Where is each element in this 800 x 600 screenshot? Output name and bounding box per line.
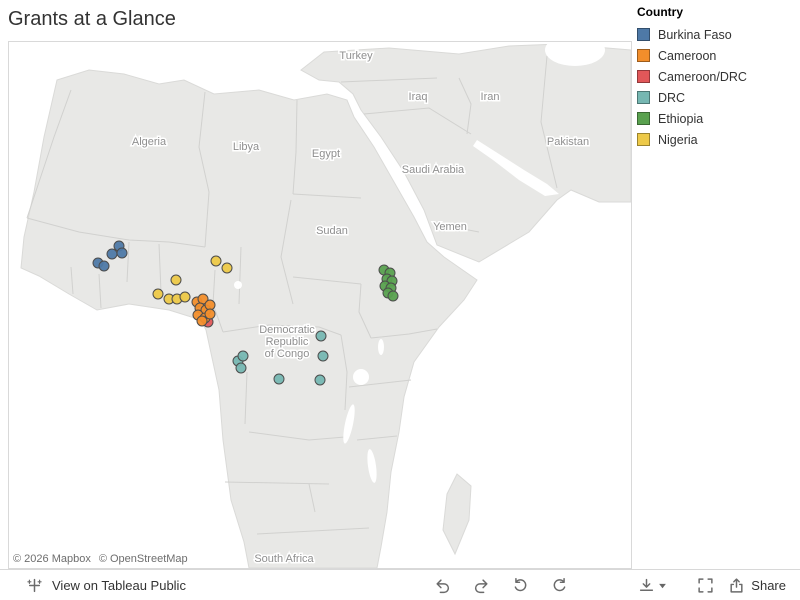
map-label-of-congo: of Congo — [265, 348, 310, 360]
viz-title: Grants at a Glance — [8, 8, 176, 30]
legend-swatch — [637, 28, 650, 41]
share-button[interactable]: Share — [728, 577, 786, 594]
download-icon — [640, 578, 654, 592]
legend-label: DRC — [658, 90, 686, 105]
legend-label: Burkina Faso — [658, 27, 732, 42]
legend-item-cameroon-drc[interactable]: Cameroon/DRC — [637, 69, 797, 84]
grant-point-cameroon[interactable] — [196, 315, 208, 327]
map-label-iraq: Iraq — [409, 91, 428, 103]
map-label-democratic: Democratic — [259, 324, 315, 336]
lake-victoria — [353, 369, 369, 385]
redo-button[interactable] — [473, 577, 490, 594]
map-label-yemen: Yemen — [433, 221, 467, 233]
legend-item-ethiopia[interactable]: Ethiopia — [637, 111, 797, 126]
grant-points-layer — [92, 240, 399, 386]
revert-icon — [514, 577, 527, 592]
grant-point-burkina-faso[interactable] — [106, 248, 118, 260]
caspian-sea — [545, 34, 605, 66]
middle-east-landmass — [300, 43, 632, 263]
legend-title: Country — [637, 5, 683, 19]
map-canvas[interactable]: Algeria Libya Egypt Turkey Iraq Iran Pakistan S… — [8, 34, 632, 569]
map-label-egypt: Egypt — [312, 148, 340, 160]
toolbar-actions: Share — [412, 570, 786, 600]
grant-point-drc[interactable] — [235, 362, 247, 374]
africa-landmass — [20, 69, 478, 569]
grant-point-drc[interactable] — [314, 374, 326, 386]
landmass-layer — [20, 43, 632, 569]
map-label-turkey: Turkey — [339, 50, 373, 62]
share-icon — [730, 578, 743, 593]
legend-item-cameroon[interactable]: Cameroon — [637, 48, 797, 63]
revert-button[interactable] — [512, 577, 529, 594]
legend-swatch — [637, 91, 650, 104]
map-label-pakistan: Pakistan — [547, 136, 589, 148]
undo-button[interactable] — [434, 577, 451, 594]
grant-point-burkina-faso[interactable] — [116, 247, 128, 259]
map-label-sudan: Sudan — [316, 225, 348, 237]
map-label-saudi-arabia: Saudi Arabia — [402, 164, 465, 176]
map-label-republic: Republic — [266, 336, 309, 348]
lake-turkana — [378, 339, 384, 355]
legend-label: Cameroon/DRC — [658, 69, 747, 84]
legend-items: Burkina Faso Cameroon Cameroon/DRC DRC Ethio… — [637, 27, 797, 147]
legend-swatch — [637, 49, 650, 62]
lake-malawi — [367, 449, 377, 483]
legend-swatch — [637, 133, 650, 146]
refresh-button[interactable] — [551, 577, 568, 594]
water-features-layer — [234, 34, 605, 483]
mapbox-attribution-link[interactable]: © 2026 Mapbox — [13, 553, 91, 565]
lake-chad — [234, 281, 242, 289]
map-label-iran: Iran — [481, 91, 500, 103]
legend-item-drc[interactable]: DRC — [637, 90, 797, 105]
grant-point-drc[interactable] — [237, 350, 249, 362]
legend-item-burkina-faso[interactable]: Burkina Faso — [637, 27, 797, 42]
map-label-algeria: Algeria — [132, 136, 167, 148]
map-label-south-africa: South Africa — [254, 553, 314, 565]
grant-point-drc[interactable] — [273, 373, 285, 385]
map-labels-layer: Algeria Libya Egypt Turkey Iraq Iran Pakistan S… — [130, 49, 590, 567]
view-on-tableau[interactable]: View on Tableau Public — [26, 570, 186, 600]
map-label-libya: Libya — [233, 141, 260, 153]
legend-label: Ethiopia — [658, 111, 704, 126]
legend-swatch — [637, 112, 650, 125]
download-button[interactable] — [638, 577, 667, 594]
madagascar-landmass — [442, 473, 472, 556]
grant-point-ethiopia[interactable] — [387, 290, 399, 302]
map-attribution: © 2026 Mapbox © OpenStreetMap — [9, 551, 204, 568]
refresh-icon — [553, 577, 566, 592]
redo-icon — [475, 579, 488, 594]
persian-gulf — [473, 140, 559, 196]
grant-point-nigeria[interactable] — [221, 262, 233, 274]
share-label: Share — [751, 578, 786, 593]
undo-icon — [436, 579, 450, 594]
chevron-down-icon — [659, 583, 667, 589]
grant-point-nigeria[interactable] — [152, 288, 164, 300]
lake-tanganyika — [343, 404, 355, 444]
grant-point-nigeria[interactable] — [170, 274, 182, 286]
legend-label: Nigeria — [658, 132, 698, 147]
tableau-logo-icon — [27, 578, 42, 593]
legend-label: Cameroon — [658, 48, 717, 63]
osm-attribution-link[interactable]: © OpenStreetMap — [98, 553, 188, 565]
grant-point-nigeria[interactable] — [179, 291, 191, 303]
grant-point-nigeria[interactable] — [210, 255, 222, 267]
grant-point-drc[interactable] — [315, 330, 327, 342]
grant-point-burkina-faso[interactable] — [98, 260, 110, 272]
view-on-tableau-label: View on Tableau Public — [52, 578, 186, 593]
legend-item-nigeria[interactable]: Nigeria — [637, 132, 797, 147]
fullscreen-icon — [698, 578, 713, 593]
grant-point-drc[interactable] — [317, 350, 329, 362]
fullscreen-button[interactable] — [697, 577, 714, 594]
legend-swatch — [637, 70, 650, 83]
tableau-toolbar: View on Tableau Public — [0, 569, 800, 600]
country-borders-layer — [26, 55, 558, 535]
grant-point-cameroon[interactable] — [204, 308, 216, 320]
country-legend: Country Burkina Faso Cameroon Cameroon/DRC… — [637, 5, 797, 153]
